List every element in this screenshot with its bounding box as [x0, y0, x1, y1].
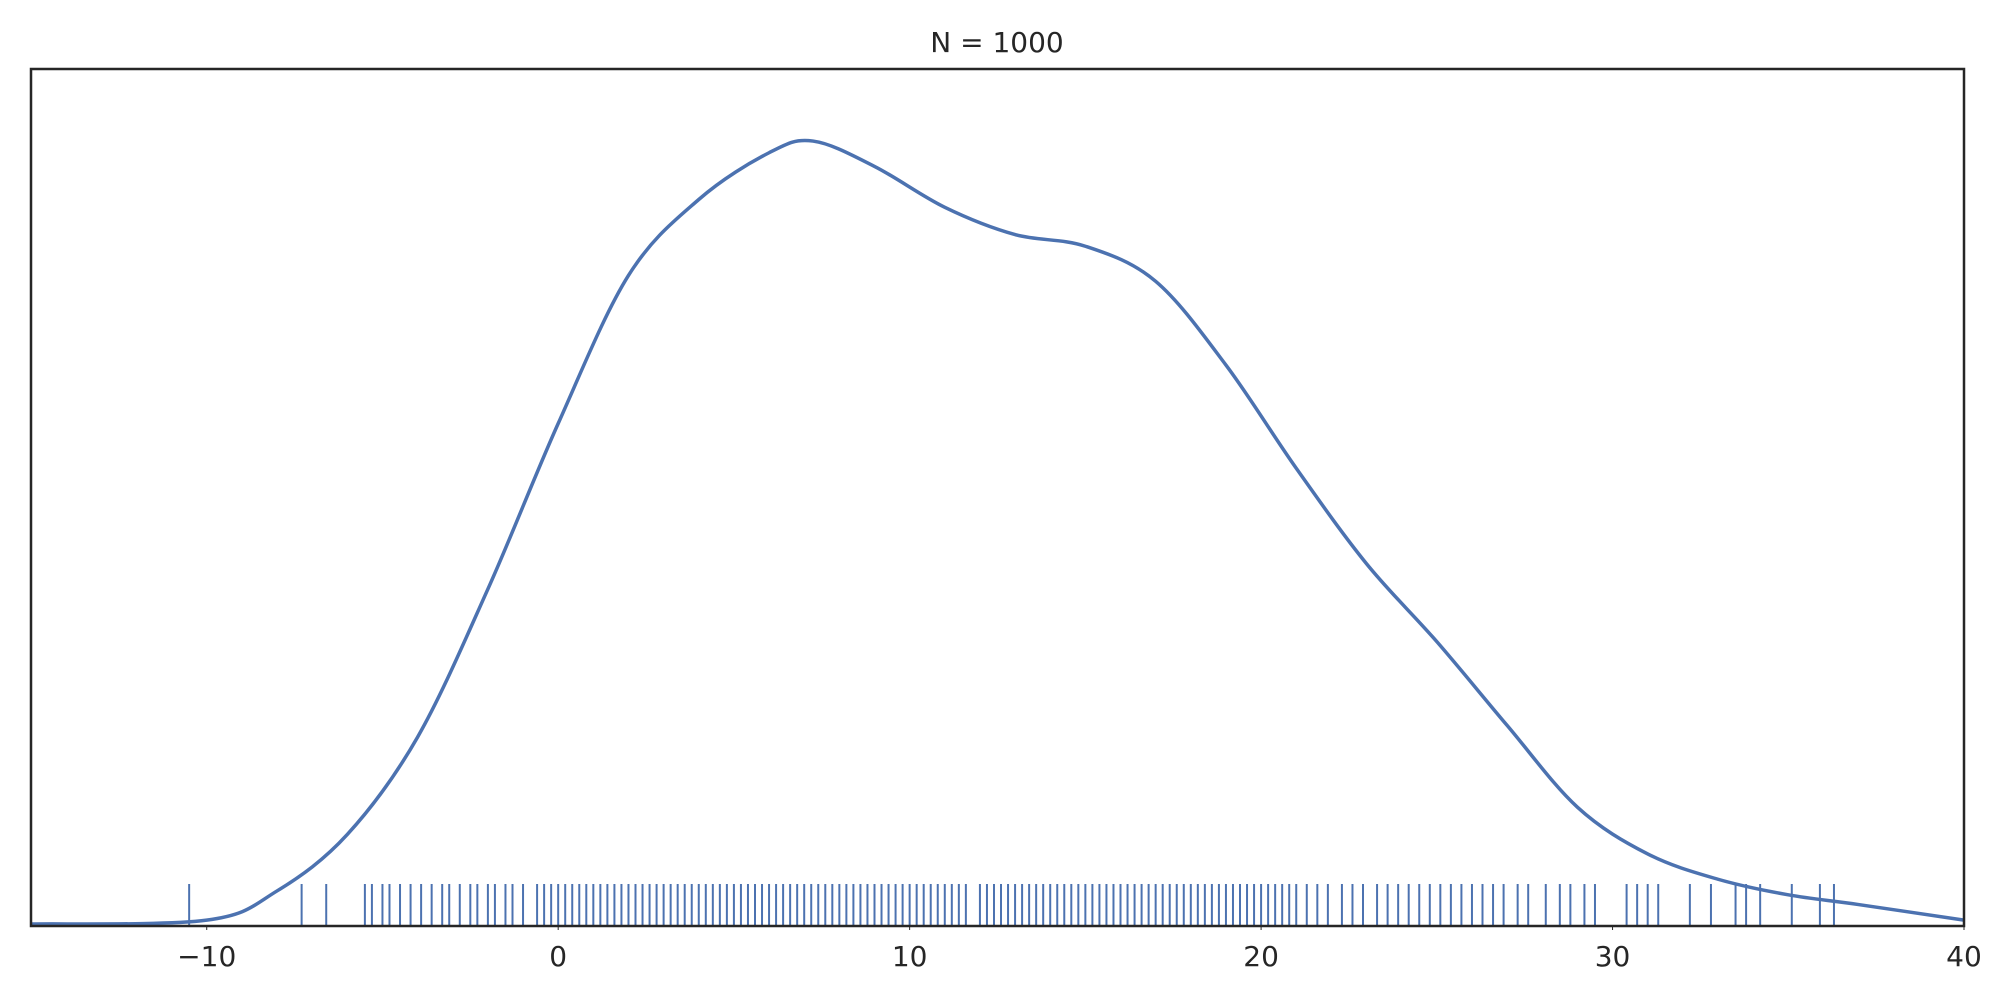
- plot-frame: [29, 67, 1966, 928]
- kde-line: [30, 138, 1965, 926]
- x-tick-label: 30: [1595, 940, 1631, 973]
- x-tick-label: −10: [177, 940, 236, 973]
- chart-title: N = 1000: [930, 26, 1063, 59]
- x-tick-label: 40: [1946, 940, 1982, 973]
- x-tick-label: 20: [1243, 940, 1279, 973]
- x-tick-label: 0: [549, 940, 567, 973]
- x-tick-label: 10: [892, 940, 928, 973]
